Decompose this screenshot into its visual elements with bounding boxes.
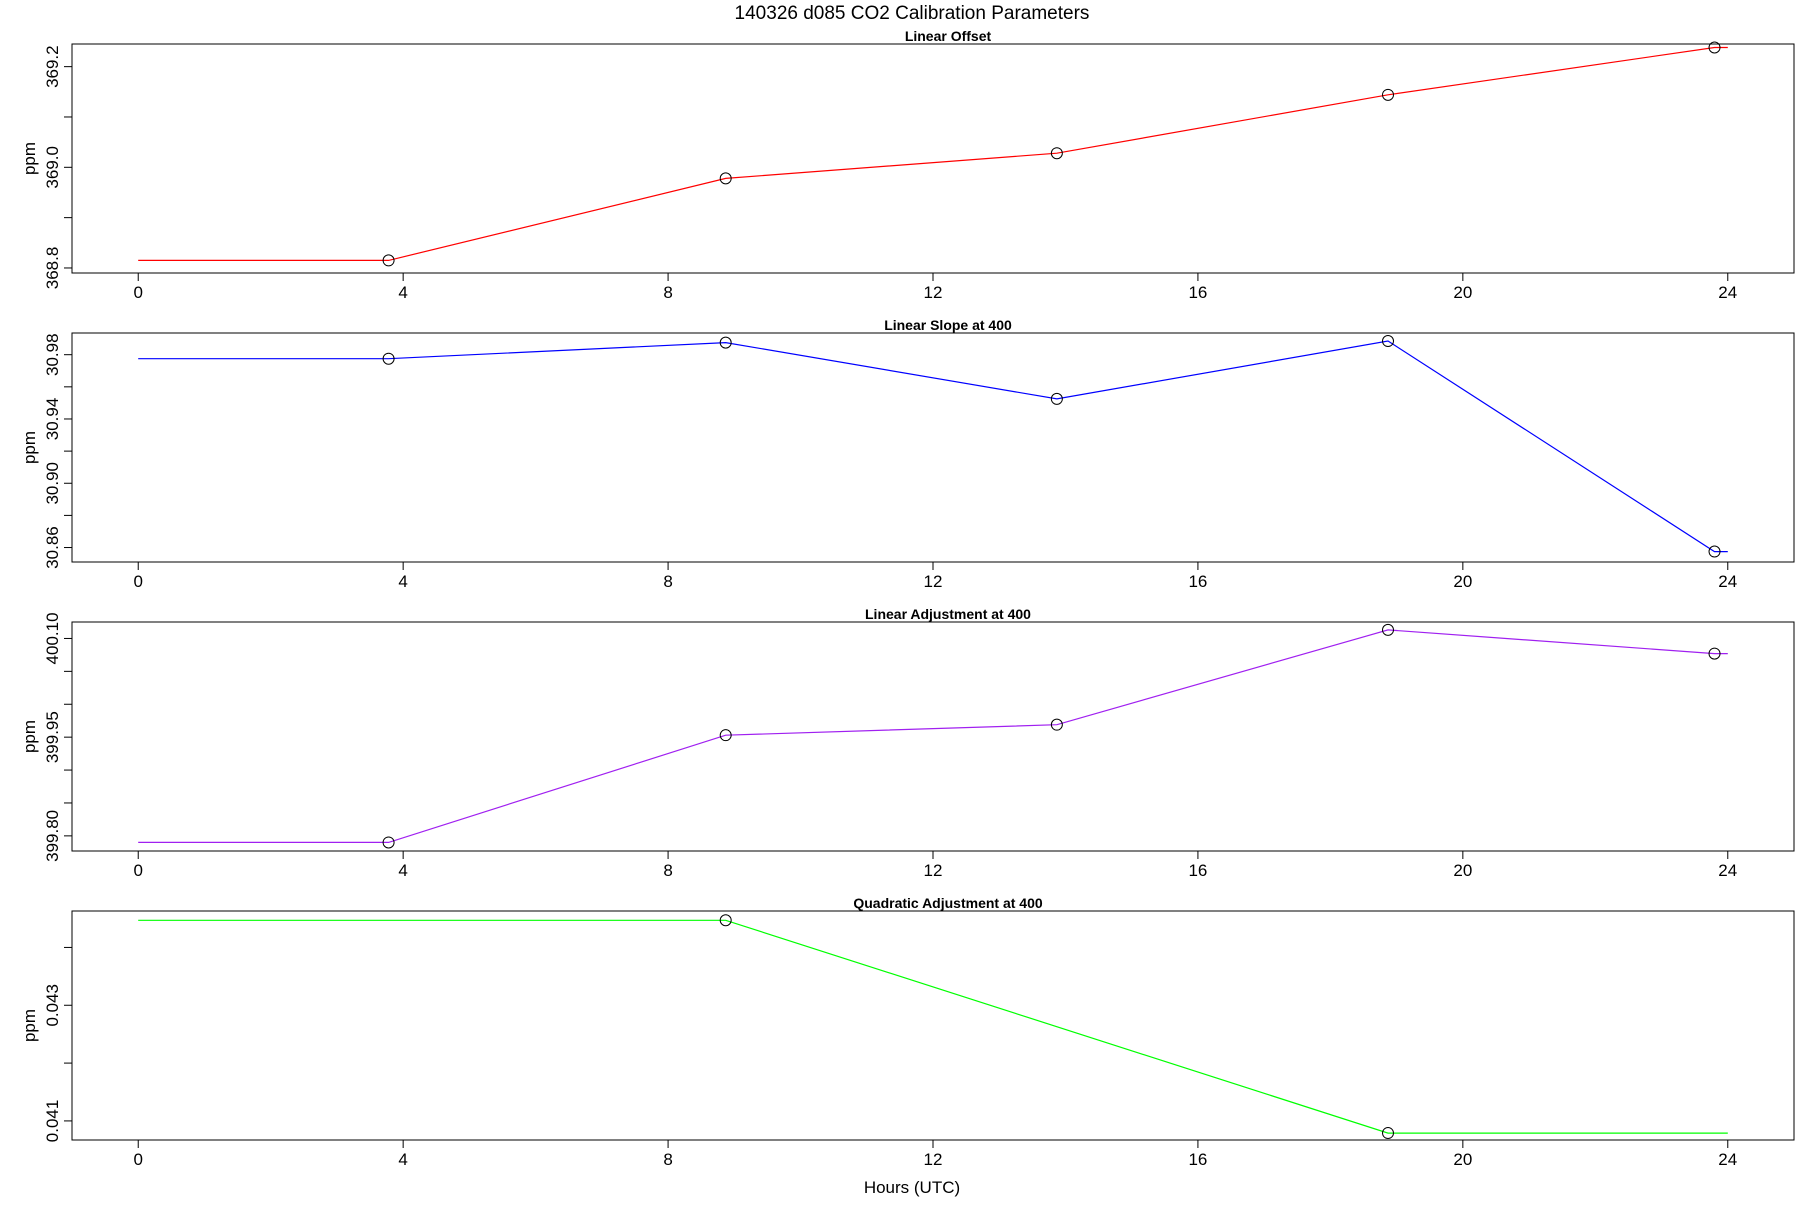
plot-frame (71, 332, 1795, 563)
x-tick-label: 12 (924, 1150, 943, 1169)
data-point (1382, 1127, 1395, 1140)
figure-title: 140326 d085 CO2 Calibration Parameters (735, 3, 1090, 24)
x-tick-label: 12 (924, 861, 943, 880)
data-point (719, 729, 732, 742)
x-tick-label: 8 (663, 1150, 672, 1169)
y-axis-label: ppm (20, 142, 39, 175)
plot-frame (71, 621, 1795, 852)
y-tick-label: 400.10 (43, 612, 62, 664)
y-tick-label: 30.86 (43, 526, 62, 569)
x-tick-label: 24 (1718, 1150, 1737, 1169)
x-tick-label: 0 (133, 861, 142, 880)
x-tick-label: 16 (1188, 283, 1207, 302)
y-tick-label: 30.98 (43, 333, 62, 376)
data-point (1708, 647, 1721, 660)
x-tick-label: 4 (398, 283, 407, 302)
x-tick-label: 8 (663, 283, 672, 302)
y-axis-label: ppm (20, 431, 39, 464)
panel-title: Linear Slope at 400 (884, 317, 1012, 333)
y-axis-label: ppm (20, 1009, 39, 1042)
panel-title: Quadratic Adjustment at 400 (853, 895, 1043, 911)
chart-panel-3: Linear Adjustment at 400 ppm 0 4 8 12 16 20 24 39… (20, 606, 1795, 880)
x-tick-label: 20 (1453, 572, 1472, 591)
x-tick-label: 16 (1188, 572, 1207, 591)
y-tick-label: 399.95 (43, 711, 62, 763)
series-line (138, 919, 1728, 1134)
data-point (1050, 392, 1063, 405)
data-point (719, 914, 732, 927)
chart-panel-2: Linear Slope at 400 ppm 0 4 8 12 16 20 24 30.86 30… (20, 317, 1795, 591)
x-tick-label: 4 (398, 1150, 407, 1169)
data-point (719, 172, 732, 185)
y-tick-label: 369.2 (43, 45, 62, 88)
data-point (1708, 545, 1721, 558)
x-tick-label: 20 (1453, 283, 1472, 302)
x-tick-label: 20 (1453, 861, 1472, 880)
x-tick-label: 24 (1718, 861, 1737, 880)
y-tick-label: 0.043 (43, 984, 62, 1027)
x-tick-label: 0 (133, 1150, 142, 1169)
x-tick-label: 24 (1718, 572, 1737, 591)
panel-title: Linear Offset (905, 28, 992, 44)
y-tick-label: 30.90 (43, 462, 62, 505)
y-tick-label: 30.94 (43, 398, 62, 441)
x-tick-label: 16 (1188, 861, 1207, 880)
data-point (719, 336, 732, 349)
chart-panel-4: Quadratic Adjustment at 400 ppm 0 4 8 12 16 20 2… (20, 895, 1795, 1169)
y-tick-label: 368.8 (43, 247, 62, 290)
series-line (138, 46, 1728, 261)
data-point (382, 352, 395, 365)
x-tick-label: 12 (924, 572, 943, 591)
x-tick-label: 12 (924, 283, 943, 302)
series-line (138, 629, 1728, 844)
x-tick-label: 24 (1718, 283, 1737, 302)
data-point (1382, 335, 1395, 348)
data-point (382, 836, 395, 849)
data-point (382, 254, 395, 267)
data-point (1708, 41, 1721, 54)
y-tick-label: 369.0 (43, 146, 62, 189)
x-tick-label: 4 (398, 572, 407, 591)
x-tick-label: 0 (133, 283, 142, 302)
data-point (1382, 88, 1395, 101)
x-tick-label: 4 (398, 861, 407, 880)
series-line (138, 340, 1728, 553)
data-point (1382, 623, 1395, 636)
y-tick-label: 399.80 (43, 810, 62, 862)
x-tick-label: 0 (133, 572, 142, 591)
x-tick-label: 8 (663, 572, 672, 591)
panel-title: Linear Adjustment at 400 (865, 606, 1031, 622)
x-axis-label: Hours (UTC) (864, 1178, 960, 1197)
y-tick-label: 0.041 (43, 1100, 62, 1143)
data-point (1050, 147, 1063, 160)
plot-frame (71, 43, 1795, 274)
data-point (1050, 718, 1063, 731)
x-tick-label: 20 (1453, 1150, 1472, 1169)
x-tick-label: 16 (1188, 1150, 1207, 1169)
plot-frame (71, 910, 1795, 1141)
chart-panel-1: Linear Offset ppm 0 4 8 12 16 20 24 368.8 369.0 369… (20, 28, 1795, 302)
y-axis-label: ppm (20, 720, 39, 753)
x-tick-label: 8 (663, 861, 672, 880)
